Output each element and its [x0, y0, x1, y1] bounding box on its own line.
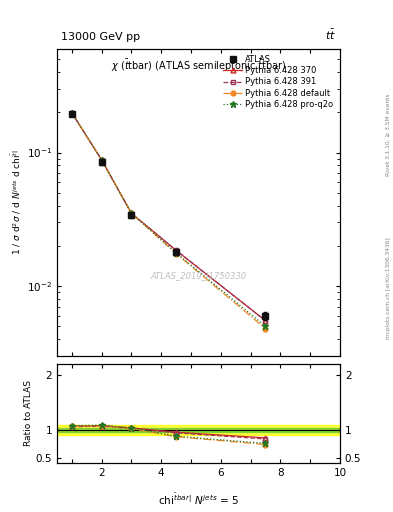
Text: 13000 GeV pp: 13000 GeV pp: [61, 32, 140, 42]
Y-axis label: Ratio to ATLAS: Ratio to ATLAS: [24, 380, 33, 446]
Text: ATLAS_2019_I1750330: ATLAS_2019_I1750330: [151, 271, 246, 281]
Text: Rivet 3.1.10, ≥ 3.5M events: Rivet 3.1.10, ≥ 3.5M events: [386, 93, 391, 176]
Text: $\chi$ ($\bar{t}$tbar) (ATLAS semileptonic $\bar{t}$tbar): $\chi$ ($\bar{t}$tbar) (ATLAS semilepton…: [110, 58, 286, 74]
Y-axis label: 1 / $\sigma$ d$^2\sigma$ / d $N^{jets}$ d chi$^{\bar{t}|}$: 1 / $\sigma$ d$^2\sigma$ / d $N^{jets}$ …: [9, 150, 22, 255]
Bar: [57, 425, 340, 435]
Legend: ATLAS, Pythia 6.428 370, Pythia 6.428 391, Pythia 6.428 default, Pythia 6.428 pr: ATLAS, Pythia 6.428 370, Pythia 6.428 39…: [221, 53, 336, 111]
Text: mcplots.cern.ch [arXiv:1306.3436]: mcplots.cern.ch [arXiv:1306.3436]: [386, 238, 391, 339]
Text: $t\bar{t}$: $t\bar{t}$: [325, 28, 336, 42]
Text: chi$^{\bar{t}bar|}$ $N^{jets}$ = 5: chi$^{\bar{t}bar|}$ $N^{jets}$ = 5: [158, 492, 239, 507]
Bar: [57, 428, 340, 432]
